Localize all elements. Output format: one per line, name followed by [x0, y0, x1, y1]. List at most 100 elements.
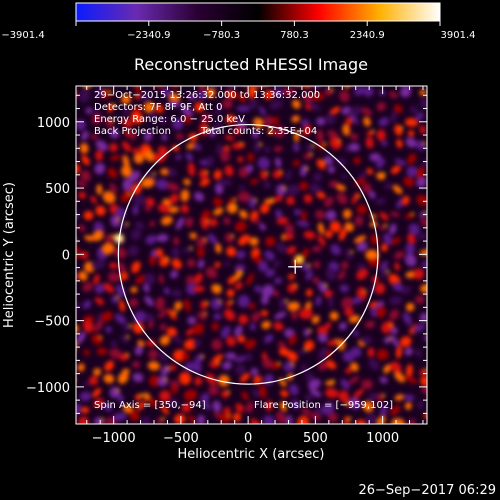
heatmap-blob [199, 178, 211, 187]
heatmap-blob [274, 157, 282, 168]
heatmap-blob [340, 378, 350, 390]
x-axis: −1000 −500 0 500 1000 [86, 86, 424, 446]
heatmap-blob [351, 296, 363, 305]
heatmap-blob [309, 101, 321, 111]
heatmap-blob [82, 319, 94, 333]
footer-timestamp: 26−Sep−2017 06:29 [358, 483, 496, 498]
heatmap-blob [329, 221, 342, 233]
heatmap-blob [130, 111, 144, 124]
heatmap-blob [311, 92, 325, 101]
heatmap-blob [264, 250, 275, 261]
heatmap-blob [280, 390, 289, 398]
heatmap-blob [272, 89, 284, 97]
heatmap-blob [128, 170, 141, 183]
heatmap-blob [193, 285, 205, 293]
heatmap-blob [416, 166, 426, 180]
heatmap-blob [329, 311, 339, 321]
heatmap-hotspot [279, 170, 283, 174]
annotation-block: 29−Oct−2015 13:26:32.000 to 13:36:32.000… [94, 90, 393, 411]
heatmap-blob [143, 283, 150, 293]
heatmap-blob [267, 128, 274, 135]
heatmap-blob [103, 282, 115, 294]
heatmap-blob [278, 347, 290, 357]
heatmap-blob [158, 274, 165, 285]
heatmap-blob [291, 399, 300, 410]
heatmap-blob [213, 169, 222, 180]
heatmap-hotspot [329, 88, 334, 92]
heatmap-blob [78, 191, 87, 199]
heatmap-hotspot [111, 119, 115, 123]
heatmap-image [63, 72, 427, 424]
heatmap-blob [183, 389, 198, 401]
heatmap-blob [194, 191, 205, 202]
heatmap-blob [237, 92, 246, 103]
heatmap-hotspot [423, 211, 427, 215]
heatmap-blob [159, 335, 171, 346]
heatmap-blob [403, 394, 415, 401]
heatmap-blob [207, 155, 214, 168]
heatmap-blob [338, 270, 346, 280]
y-tick-label: 0 [62, 248, 70, 263]
heatmap-hotspot [284, 299, 288, 303]
heatmap-blob [147, 361, 160, 371]
heatmap-blob [277, 341, 286, 349]
heatmap-blob [390, 335, 399, 348]
heatmap-blob [113, 247, 127, 259]
heatmap-hotspot [173, 310, 177, 314]
heatmap-blob [317, 333, 328, 343]
heatmap-blob [168, 308, 177, 320]
heatmap-blob [92, 230, 104, 242]
heatmap-blob [213, 197, 223, 207]
heatmap-blob [420, 375, 427, 386]
heatmap-hotspot [138, 83, 141, 86]
heatmap-blob [95, 140, 108, 152]
heatmap-blob [213, 207, 224, 216]
heatmap-blob [109, 154, 121, 161]
heatmap-blob [63, 152, 75, 164]
y-tick-label: −1000 [26, 381, 70, 396]
heatmap-blob [131, 148, 140, 154]
heatmap-blob [144, 295, 154, 307]
heatmap-blob [376, 157, 386, 169]
heatmap-blob [129, 410, 140, 421]
heatmap-blob [341, 106, 352, 115]
heatmap-blob [205, 266, 218, 279]
heatmap-blob [412, 324, 426, 333]
heatmap-blob [171, 258, 182, 270]
heatmap-hotspot [381, 393, 385, 398]
heatmap-blob [259, 106, 266, 117]
heatmap-blob [344, 307, 354, 317]
heatmap-blob [136, 401, 146, 411]
heatmap-blob [197, 259, 205, 269]
heatmap-blob [375, 197, 386, 205]
heatmap-blob [276, 217, 289, 225]
heatmap-blob [145, 73, 160, 87]
heatmap-blob [105, 326, 112, 333]
heatmap-blob [350, 362, 359, 372]
heatmap-hotspot [307, 263, 311, 267]
heatmap-blob [131, 261, 141, 274]
heatmap-blob [211, 338, 223, 351]
x-tick-label: −1000 [92, 431, 136, 446]
heatmap-blob [241, 391, 249, 401]
heatmap-blob [78, 271, 88, 281]
heatmap-blob [405, 253, 417, 267]
heatmap-blob [141, 177, 155, 188]
heatmap-blob [247, 86, 256, 99]
heatmap-blob [234, 325, 243, 337]
heatmap-blob [239, 373, 250, 383]
heatmap-blob [91, 72, 107, 88]
heatmap-blob [200, 113, 212, 124]
heatmap-blob [199, 86, 206, 91]
heatmap-blob [193, 144, 202, 151]
heatmap-blob [289, 383, 299, 396]
heatmap-blob [342, 209, 352, 219]
heatmap-blob [394, 158, 407, 166]
heatmap-blob [402, 312, 412, 326]
heatmap-blob [172, 236, 180, 246]
heatmap-hotspot [350, 250, 354, 254]
heatmap-blob [187, 162, 196, 177]
heatmap-blob [374, 282, 386, 295]
heatmap-blob [93, 320, 104, 332]
heatmap-blob [212, 354, 224, 363]
